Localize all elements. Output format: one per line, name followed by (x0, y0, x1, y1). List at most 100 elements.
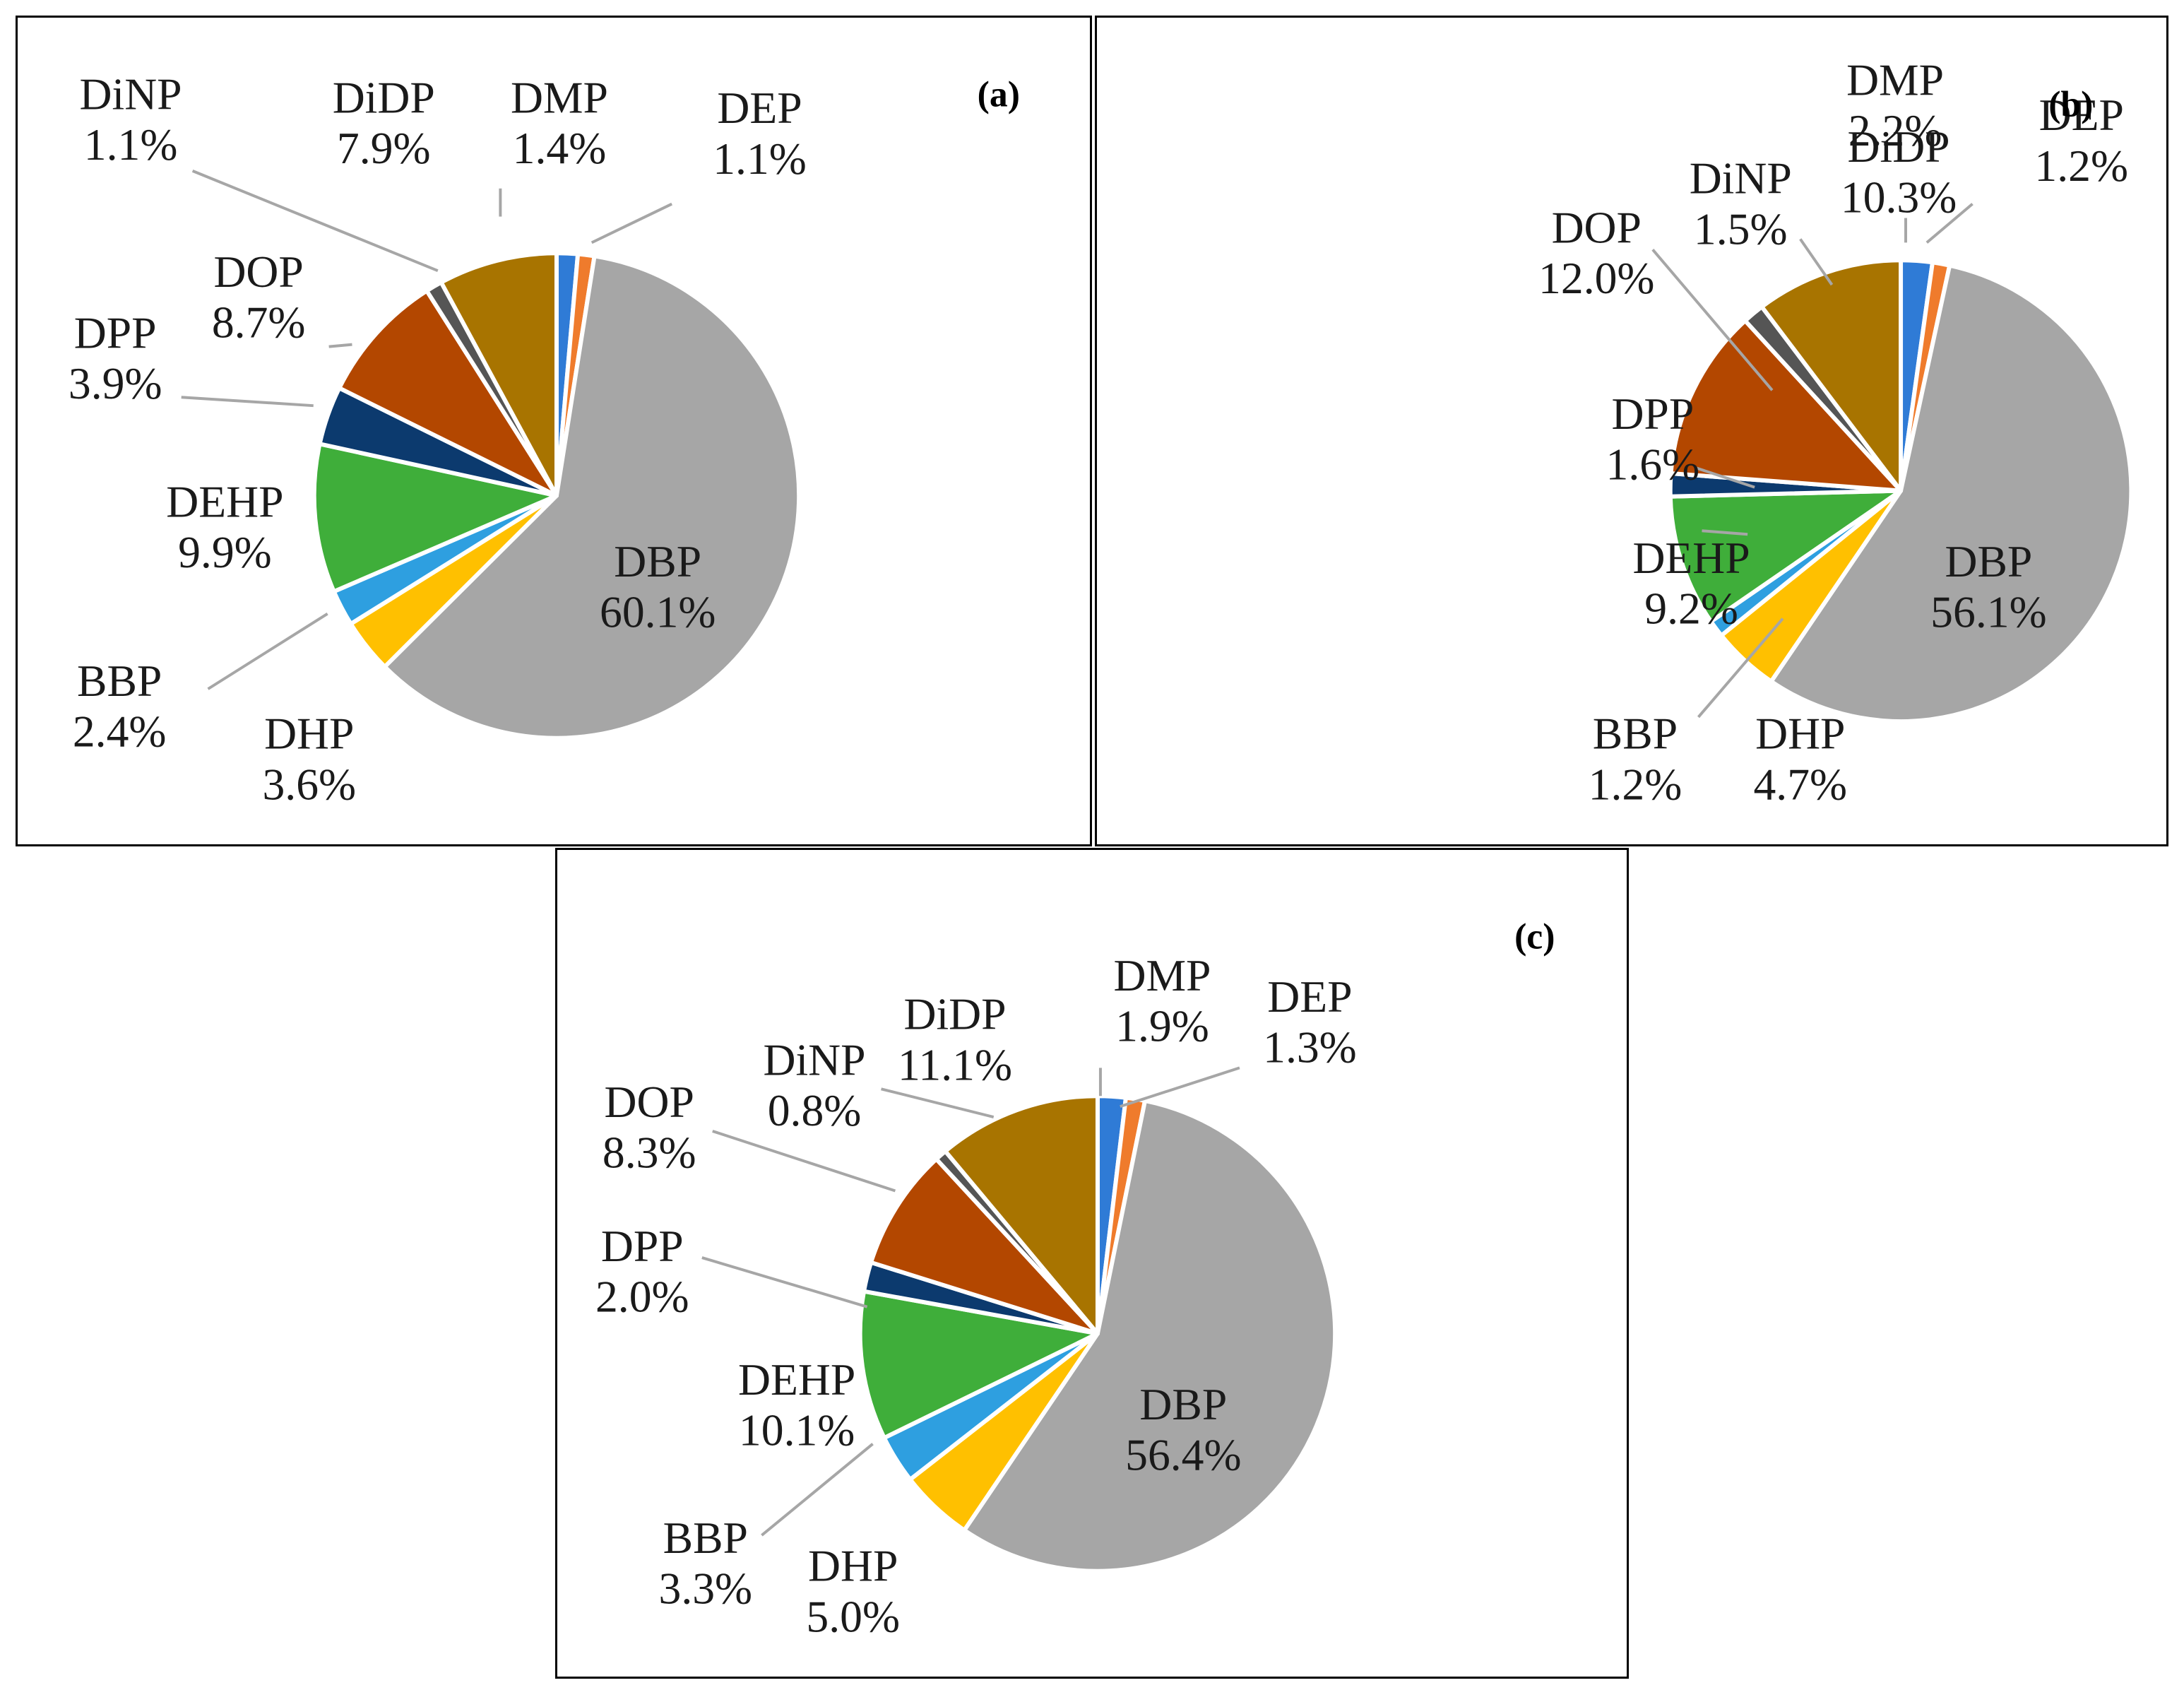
panel-label: (b) (2048, 84, 2093, 124)
pie-slice-dehp (311, 442, 559, 594)
pie-chart-panel-b: DMP 2.2% DEP 1.2% DBP 56.1% DHP 4.7% BBP 1.2% DEHP… (1095, 16, 2168, 846)
pie-slice-dop (869, 1157, 1100, 1336)
slice-name: DBP (614, 536, 701, 586)
slice-label-dhp: DHP 4.7% (1753, 709, 1847, 810)
slice-name: DMP (511, 72, 608, 122)
slice-name: DBP (1945, 536, 2032, 586)
pie-slice-dop (1668, 318, 1904, 493)
slice-label-dop: DOP 8.3% (603, 1077, 696, 1178)
slice-name: DiDP (1848, 122, 1950, 172)
leader-line-dpp (701, 1256, 868, 1308)
slice-name: BBP (77, 656, 162, 706)
pie-slice-dbp (1769, 263, 2134, 723)
slice-percent: 0.8% (768, 1085, 862, 1135)
slice-label-dep: DEP 1.2% (2034, 90, 2128, 191)
slice-label-dbp: DBP 56.4% (1125, 1379, 1241, 1480)
pie-slice-didp (1759, 258, 1904, 493)
slice-name: DPP (1611, 389, 1694, 439)
pie-slice-didp (943, 1094, 1100, 1336)
slice-percent: 1.1% (84, 119, 178, 170)
panel-label: (c) (1514, 916, 1555, 957)
pie-slice-dehp (857, 1289, 1100, 1441)
slice-label-bbp: BBP 1.2% (1589, 709, 1682, 810)
panel-label: (a) (978, 74, 1020, 114)
slice-percent: 9.2% (1644, 584, 1738, 634)
pie-slice-didp (439, 251, 559, 498)
slice-percent: 60.1% (600, 587, 716, 637)
slice-label-didp: DiDP 7.9% (333, 72, 435, 173)
slice-percent: 1.5% (1694, 203, 1788, 254)
leader-line-bbp (1697, 618, 1784, 719)
leader-line-dehp (1702, 529, 1748, 536)
slice-name: DHP (1755, 709, 1845, 759)
slice-label-dinp: DiNP 1.5% (1690, 153, 1792, 254)
slice-percent: 8.3% (603, 1128, 696, 1178)
slice-percent: 3.9% (69, 358, 162, 408)
slice-label-bbp: BBP 3.3% (659, 1513, 753, 1614)
slice-percent: 11.1% (898, 1039, 1012, 1089)
leader-line-dop (712, 1130, 896, 1193)
slice-percent: 5.0% (806, 1591, 900, 1641)
leader-line-dep (1925, 203, 1974, 244)
slice-name: DHP (264, 709, 354, 759)
slice-percent: 8.7% (212, 297, 306, 348)
slice-name: DPP (601, 1221, 684, 1271)
slice-percent: 1.9% (1115, 1001, 1209, 1051)
slice-label-dop: DOP 12.0% (1538, 202, 1654, 303)
slice-label-dep: DEP 1.1% (713, 83, 807, 184)
slice-percent: 2.0% (595, 1272, 689, 1322)
pie-chart-b: DMP 2.2% DEP 1.2%DBP 56.1%DHP 4.7%BBP 1.2%DEHP… (1538, 54, 2134, 810)
slice-name: DEP (717, 83, 802, 133)
slice-percent: 2.2% (1848, 105, 1942, 155)
slice-percent: 10.1% (739, 1405, 855, 1455)
slice-name: DEHP (166, 476, 283, 526)
slice-label-dmp: DMP 1.4% (511, 72, 608, 173)
slice-percent: 12.0% (1538, 253, 1654, 303)
pie-slice-dop (337, 288, 559, 498)
slice-percent: 1.6% (1606, 439, 1700, 490)
slice-label-dmp: DMP 2.2% (1846, 54, 1944, 155)
slice-label-dehp: DEHP 9.2% (1632, 533, 1750, 634)
slice-label-dhp: DHP 5.0% (806, 1541, 900, 1642)
slice-label-dinp: DiNP 0.8% (763, 1034, 865, 1135)
leader-line-dpp (1694, 466, 1755, 489)
slice-name: DiNP (1690, 153, 1792, 203)
leader-line-dinp (881, 1087, 995, 1118)
slice-label-dehp: DEHP 10.1% (738, 1354, 855, 1455)
leader-line-dinp (1799, 238, 1834, 286)
slice-name: DPP (74, 308, 157, 358)
slice-label-dinp: DiNP 1.1% (80, 69, 182, 170)
leader-line-bbp (207, 612, 328, 690)
slice-percent: 4.7% (1753, 759, 1847, 809)
pie-chart-panel-a: DMP 1.4% DEP 1.1% DBP 60.1% DHP 3.6% BBP 2.4% DEHP… (16, 16, 1092, 846)
leader-line-bbp (761, 1443, 874, 1537)
slice-name: DEP (2039, 90, 2124, 140)
pie-chart-panel-c: DMP 1.9% DEP 1.3% DBP 56.4% DHP 5.0% BBP 3.3% DEHP… (555, 848, 1629, 1679)
slice-percent: 3.6% (262, 759, 356, 809)
slice-name: DiNP (80, 69, 182, 119)
slice-percent: 9.9% (178, 527, 272, 577)
slice-name: DBP (1139, 1379, 1227, 1429)
pie-slice-dbp (962, 1098, 1338, 1573)
slice-label-dbp: DBP 56.1% (1930, 536, 2046, 637)
slice-label-dep: DEP 1.3% (1263, 971, 1357, 1072)
slice-name: DOP (213, 247, 303, 297)
slice-name: DiDP (903, 989, 1006, 1039)
slice-label-dop: DOP 8.7% (212, 247, 306, 348)
pie-slice-dbp (382, 254, 802, 740)
slice-name: DMP (1846, 54, 1944, 105)
slice-label-didp: DiDP 10.3% (1841, 122, 1957, 223)
slice-percent: 1.1% (713, 134, 807, 184)
slice-name: DOP (605, 1077, 694, 1127)
slice-percent: 1.3% (1263, 1022, 1357, 1072)
leader-line-dpp (181, 396, 314, 408)
slice-percent: 3.3% (659, 1564, 753, 1614)
slice-label-bbp: BBP 2.4% (73, 656, 167, 757)
slice-percent: 1.2% (1589, 759, 1682, 809)
slice-percent: 2.4% (73, 707, 167, 757)
leader-line-dop (328, 343, 352, 348)
pie-slice-dehp (1668, 488, 1904, 624)
slice-label-dehp: DEHP 9.9% (166, 476, 283, 577)
slice-label-dpp: DPP 1.6% (1606, 389, 1700, 490)
slice-label-dpp: DPP 2.0% (595, 1221, 689, 1322)
